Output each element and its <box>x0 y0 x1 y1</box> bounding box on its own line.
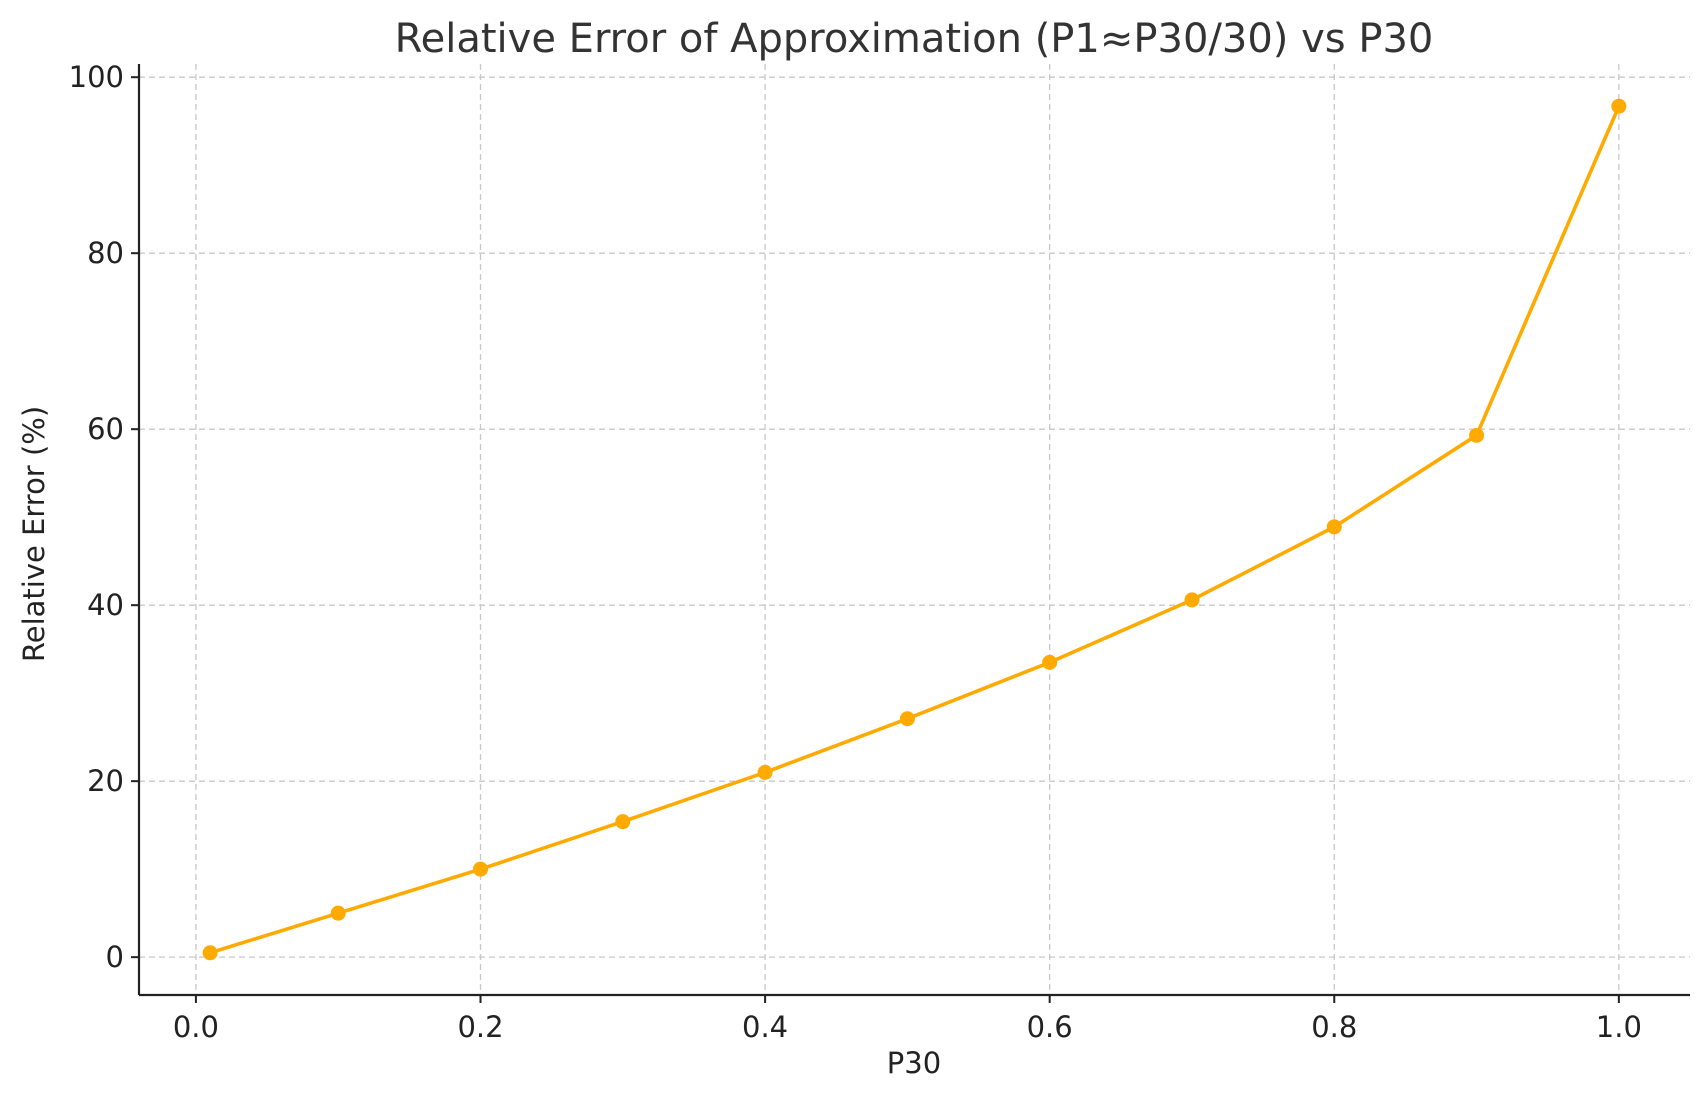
data-point <box>1326 519 1342 535</box>
x-tick-label: 1.0 <box>1596 1010 1642 1044</box>
x-tick-label: 0.8 <box>1311 1010 1357 1044</box>
series <box>202 98 1627 961</box>
data-point <box>1042 654 1058 670</box>
data-point <box>1611 98 1627 114</box>
y-tick-label: 0 <box>106 940 124 974</box>
data-point <box>330 905 346 921</box>
y-tick-label: 20 <box>87 764 124 798</box>
grid <box>139 64 1690 995</box>
axes <box>137 64 1690 997</box>
data-point <box>473 861 489 877</box>
series-line <box>208 104 1621 955</box>
data-point <box>899 711 915 727</box>
data-point <box>1184 592 1200 608</box>
data-point <box>757 764 773 780</box>
ticks: 0.0 0.2 0.4 0.6 0.8 1.0 0 20 40 60 80 100 <box>69 60 1642 1044</box>
x-tick-label: 0.0 <box>173 1010 219 1044</box>
data-point <box>1469 427 1485 443</box>
y-tick-label: 60 <box>87 412 124 446</box>
x-tick-label: 0.6 <box>1027 1010 1073 1044</box>
data-point <box>615 814 631 830</box>
y-tick-label: 40 <box>87 588 124 622</box>
y-tick-label: 100 <box>69 60 124 94</box>
x-axis-title: P30 <box>887 1046 941 1080</box>
data-point <box>202 945 218 961</box>
y-tick-label: 80 <box>87 236 124 270</box>
y-axis-title: Relative Error (%) <box>17 406 51 662</box>
chart-title: Relative Error of Approximation (P1≈P30/… <box>395 16 1434 62</box>
x-tick-label: 0.4 <box>742 1010 788 1044</box>
x-tick-label: 0.2 <box>457 1010 503 1044</box>
